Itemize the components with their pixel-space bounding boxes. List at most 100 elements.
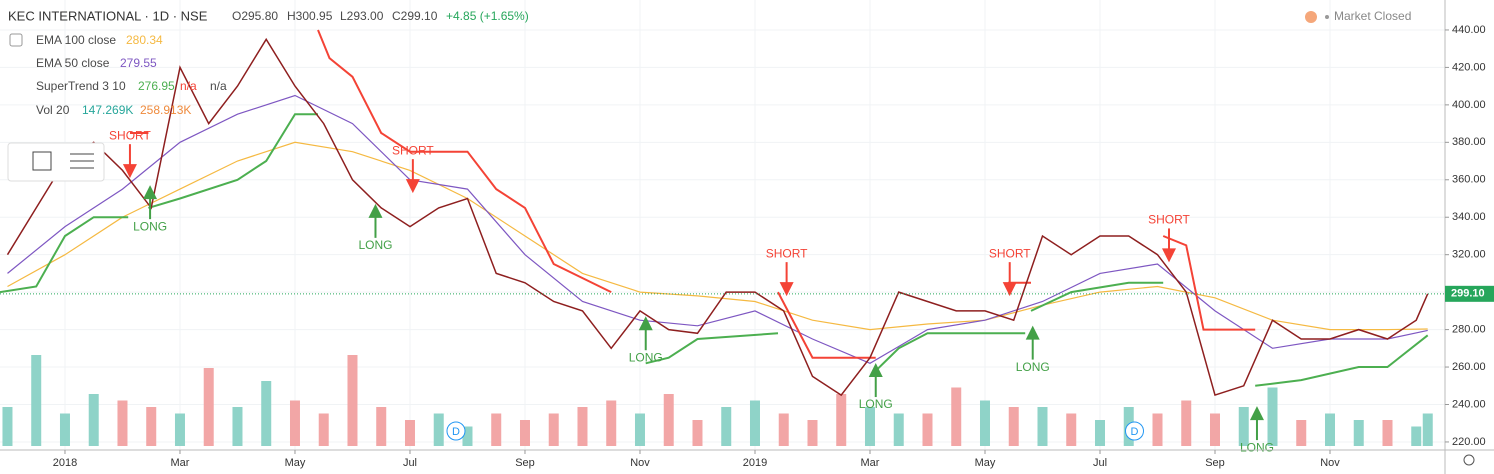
supertrend-line	[317, 29, 612, 293]
volume-bar	[634, 413, 645, 446]
volume-bar	[59, 413, 70, 446]
supertrend-line	[1030, 281, 1164, 312]
y-tick-label: 260.00	[1452, 361, 1486, 373]
supertrend-line	[1255, 334, 1429, 387]
quote: L293.00	[340, 9, 384, 23]
volume-bar	[1411, 426, 1422, 446]
signal-arrow	[143, 185, 158, 200]
volume-bar	[1037, 407, 1048, 446]
legend-label: SuperTrend 3 10	[36, 79, 126, 93]
event-marker	[1124, 421, 1144, 441]
volume-bar	[232, 407, 243, 446]
ema-line	[7, 94, 1428, 364]
status-icon	[1305, 11, 1317, 23]
volume-bar	[1008, 407, 1019, 446]
legend-value: 147.269K	[82, 103, 133, 117]
signal-arrow	[405, 179, 420, 194]
volume-bar	[376, 407, 387, 446]
legend-label: EMA 50 close	[36, 56, 110, 70]
supertrend-line	[645, 332, 779, 365]
y-tick-label: 240.00	[1452, 398, 1486, 410]
signal-arrow	[1025, 325, 1040, 340]
volume-bar	[1209, 413, 1220, 446]
market-status: Market Closed	[1305, 9, 1411, 23]
signal-label: SHORT	[109, 128, 151, 142]
volume-bar	[1094, 420, 1105, 446]
legend-value: 279.55	[120, 56, 157, 70]
y-tick-label: 400.00	[1452, 99, 1486, 111]
volume-bar	[778, 413, 789, 446]
volume-bar	[1267, 387, 1278, 446]
x-tick-label: Mar	[171, 457, 190, 469]
legend: KEC INTERNATIONAL · 1D · NSE O295.80 H30…	[8, 8, 529, 117]
volume-pane	[2, 355, 1433, 446]
settings-button[interactable]	[1463, 454, 1475, 466]
volume-bar	[721, 407, 732, 446]
signal-label: SHORT	[766, 246, 808, 260]
volume-bar	[318, 413, 329, 446]
signal-label: LONG	[629, 350, 663, 364]
volume-bar	[1066, 413, 1077, 446]
volume-bar	[692, 420, 703, 446]
volume-bar	[548, 413, 559, 446]
collapse-toggle[interactable]	[9, 33, 23, 47]
y-tick-label: 320.00	[1452, 249, 1486, 261]
y-tick-label: 340.00	[1452, 211, 1486, 223]
signal-arrow	[868, 363, 883, 378]
volume-bar	[864, 407, 875, 446]
legend-label: EMA 100 close	[36, 33, 116, 47]
volume-bar	[462, 426, 473, 446]
x-tick-label: May	[285, 457, 306, 469]
volume-bar	[1422, 413, 1433, 446]
signal-label: LONG	[1240, 440, 1274, 454]
signal-label: LONG	[859, 397, 893, 411]
price-line	[6, 37, 1429, 397]
status-text: Market Closed	[1334, 9, 1411, 23]
signal-arrow	[368, 203, 383, 218]
volume-bar	[519, 420, 530, 446]
volume-bar	[922, 413, 933, 446]
legend-value: 280.34	[126, 33, 163, 47]
y-tick-label: 420.00	[1452, 61, 1486, 73]
quote: C299.10	[392, 9, 438, 23]
x-tick-label: 2018	[53, 457, 77, 469]
rectangle-tool[interactable]	[32, 151, 52, 171]
volume-bar	[836, 394, 847, 446]
signal-label: LONG	[358, 238, 392, 252]
legend-value: 276.95	[138, 79, 175, 93]
toolbar-panel	[7, 142, 105, 182]
supertrend-line	[148, 113, 318, 209]
chart-title: KEC INTERNATIONAL · 1D · NSE	[8, 8, 208, 23]
last-price-tag	[1445, 285, 1494, 302]
signal-arrow	[638, 316, 653, 331]
drawing-toolbar	[7, 142, 105, 182]
x-tick-label: May	[975, 457, 996, 469]
x-tick-label: Nov	[630, 457, 650, 469]
x-tick-label: Mar	[861, 457, 880, 469]
ema-line	[7, 141, 1428, 331]
volume-bar	[174, 413, 185, 446]
volume-bar	[1181, 400, 1192, 446]
signal-label: SHORT	[392, 143, 434, 157]
event-label: D	[1131, 426, 1139, 438]
settings-tool[interactable]	[70, 153, 94, 169]
volume-bar	[404, 420, 415, 446]
volume-bar	[203, 368, 214, 446]
x-tick-label: Jul	[1093, 457, 1107, 469]
axes: 220.00240.00260.00280.00300.00320.00340.…	[53, 24, 1494, 469]
x-tick-label: 2019	[743, 457, 767, 469]
volume-bar	[491, 413, 502, 446]
signal-label: LONG	[1016, 360, 1050, 374]
plot	[0, 29, 1445, 397]
signal-label: SHORT	[989, 246, 1031, 260]
signal-arrow	[122, 164, 137, 179]
y-tick-label: 280.00	[1452, 323, 1486, 335]
supertrend-line	[0, 216, 129, 294]
volume-bar	[577, 407, 588, 446]
volume-bar	[347, 355, 358, 446]
volume-bar	[979, 400, 990, 446]
x-tick-label: Jul	[403, 457, 417, 469]
y-tick-label: 440.00	[1452, 24, 1486, 36]
volume-bar	[893, 413, 904, 446]
volume-bar	[117, 400, 128, 446]
